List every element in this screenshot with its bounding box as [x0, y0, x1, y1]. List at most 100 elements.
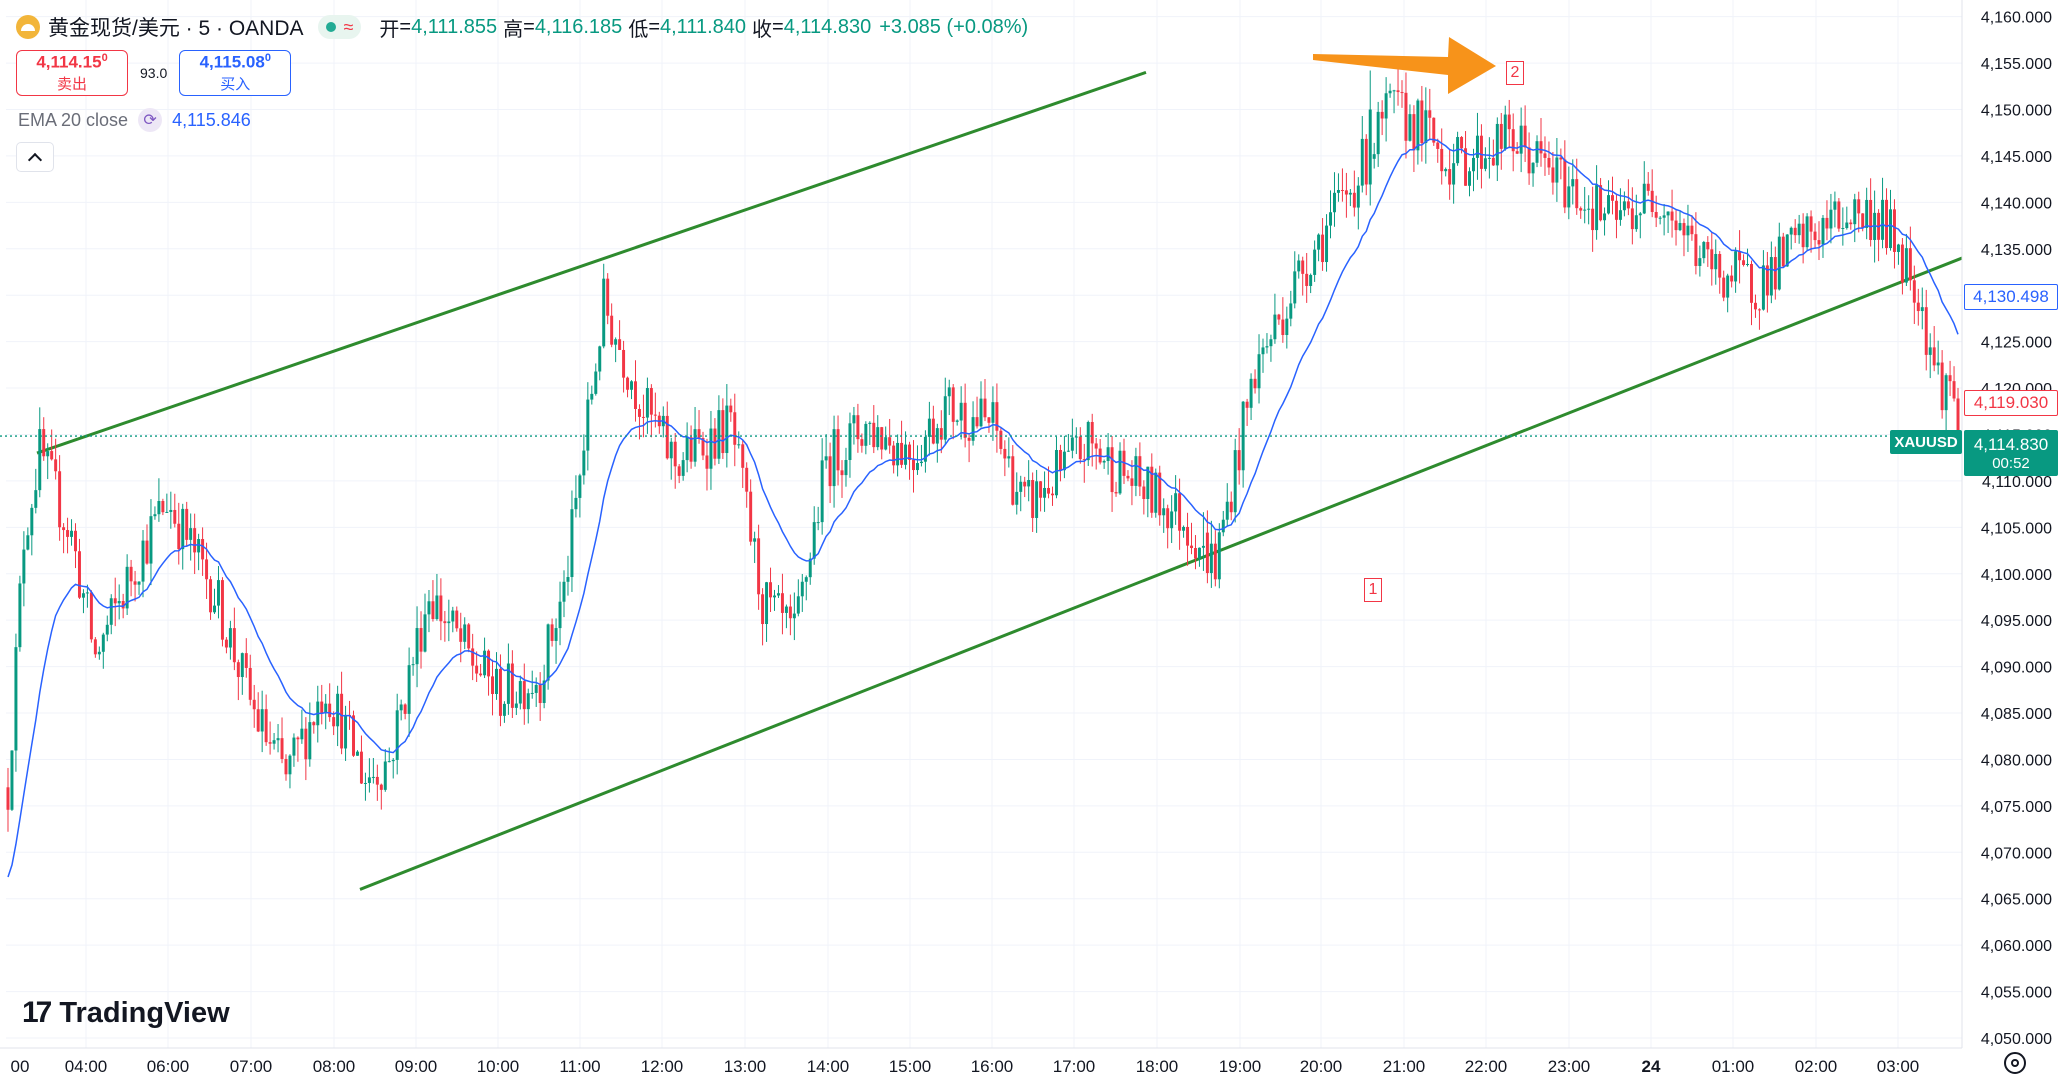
candle-body	[637, 408, 641, 417]
candle-body	[1630, 208, 1634, 230]
candle-body	[363, 782, 367, 784]
candle-body	[1865, 199, 1869, 228]
candle-body	[892, 445, 896, 466]
candle-body	[58, 471, 62, 528]
time-axis: 00 04:00 06:00 07:00 08:00 09:00 10:00 11:00 12:…	[0, 1047, 1962, 1076]
candle-body	[701, 438, 705, 456]
buy-button[interactable]: 4,115.080 买入	[179, 50, 292, 96]
candle-body	[455, 610, 459, 629]
candle-body	[85, 592, 89, 594]
price-tick-label: 4,060.000	[1981, 938, 2052, 955]
candle-body	[1750, 263, 1753, 303]
candle-body	[1301, 260, 1305, 274]
candle-body	[673, 441, 677, 467]
candle-body	[804, 577, 808, 582]
candle-body	[709, 428, 713, 469]
candle-body	[919, 461, 923, 464]
candle-body	[510, 663, 514, 708]
candle-body	[1642, 183, 1646, 214]
candle-body	[1380, 111, 1384, 119]
settings-icon[interactable]	[2004, 1052, 2026, 1074]
candle-body	[852, 415, 856, 424]
candle-body	[367, 777, 371, 783]
indicator-legend[interactable]: EMA 20 close ⟳ 4,115.846	[18, 108, 251, 132]
low-value: 4,111.840	[660, 15, 747, 38]
last-price-value: 4,114.830	[1973, 434, 2049, 454]
candle-body	[1086, 421, 1090, 461]
candle-body	[602, 278, 606, 347]
candle-body	[741, 444, 745, 468]
candle-body	[1479, 135, 1483, 169]
time-tick-label: 06:00	[147, 1057, 190, 1076]
candle-body	[1849, 222, 1853, 225]
candle-body	[1047, 487, 1051, 494]
price-tick-label: 4,125.000	[1981, 335, 2052, 352]
candle-body	[1273, 314, 1277, 340]
time-tick-label: 16:00	[971, 1057, 1014, 1076]
symbol-title[interactable]: 黄金现货/美元 · 5 · OANDA	[48, 17, 304, 40]
candle-body	[97, 651, 101, 655]
candle-body	[1591, 208, 1595, 231]
candle-body	[622, 349, 626, 378]
candle-body	[336, 693, 340, 727]
candle-body	[630, 381, 634, 390]
candle-body	[403, 704, 407, 714]
collapse-legend-button[interactable]	[16, 142, 54, 172]
candle-body	[1031, 480, 1035, 518]
candle-body	[1070, 437, 1074, 451]
candle-body	[1678, 223, 1682, 231]
candle-body	[1535, 141, 1539, 163]
annotation-marker-2[interactable]: 2	[1506, 61, 1524, 85]
candle-body	[848, 423, 852, 460]
candle-body	[328, 703, 332, 718]
sell-button[interactable]: 4,114.150 卖出	[16, 50, 128, 96]
price-tick-label: 4,150.000	[1981, 103, 2052, 120]
annotation-marker-1[interactable]: 1	[1364, 578, 1382, 602]
candle-body	[264, 709, 268, 743]
candle-body	[641, 416, 645, 418]
buy-label: 买入	[220, 76, 251, 94]
candle-body	[1241, 401, 1245, 471]
time-tick-label: 24	[1642, 1057, 1661, 1076]
time-tick-label: 01:00	[1712, 1057, 1755, 1076]
candle-body	[1956, 398, 1960, 437]
price-tick-label: 4,075.000	[1981, 799, 2052, 816]
candle-body	[292, 737, 296, 756]
candle-body	[753, 538, 757, 542]
candle-body	[598, 346, 602, 372]
candle-body	[1364, 138, 1368, 185]
candle-body	[860, 439, 864, 446]
candle-body	[498, 668, 502, 716]
candle-body	[844, 459, 848, 476]
candle-body	[431, 601, 435, 620]
candle-body	[1638, 213, 1642, 216]
candle-body	[1305, 273, 1309, 286]
candle-body	[1360, 138, 1364, 186]
candle-body	[582, 450, 586, 476]
candle-body	[808, 558, 812, 578]
candle-body	[1805, 216, 1809, 248]
candle-body	[1781, 236, 1785, 267]
candle-body	[840, 470, 844, 476]
refresh-icon[interactable]: ⟳	[138, 108, 163, 132]
candle-body	[1892, 209, 1896, 252]
candle-body	[193, 528, 197, 553]
candle-body	[618, 339, 622, 350]
candle-body	[645, 388, 649, 418]
candle-body	[109, 598, 113, 625]
candle-body	[721, 410, 725, 454]
market-status-toggle[interactable]: ≈	[317, 15, 362, 39]
candle-body	[1829, 209, 1833, 229]
candle-body	[868, 422, 872, 424]
tradingview-logo[interactable]: 17 TradingView	[22, 996, 230, 1030]
candle-body	[1054, 449, 1058, 496]
candle-body	[463, 624, 467, 642]
candle-body	[1757, 309, 1761, 311]
candle-body	[1392, 90, 1396, 92]
candle-body	[1245, 401, 1249, 408]
candle-body	[1543, 153, 1547, 158]
candle-body	[693, 429, 697, 462]
candle-body	[959, 402, 963, 421]
candle-body	[467, 624, 471, 649]
